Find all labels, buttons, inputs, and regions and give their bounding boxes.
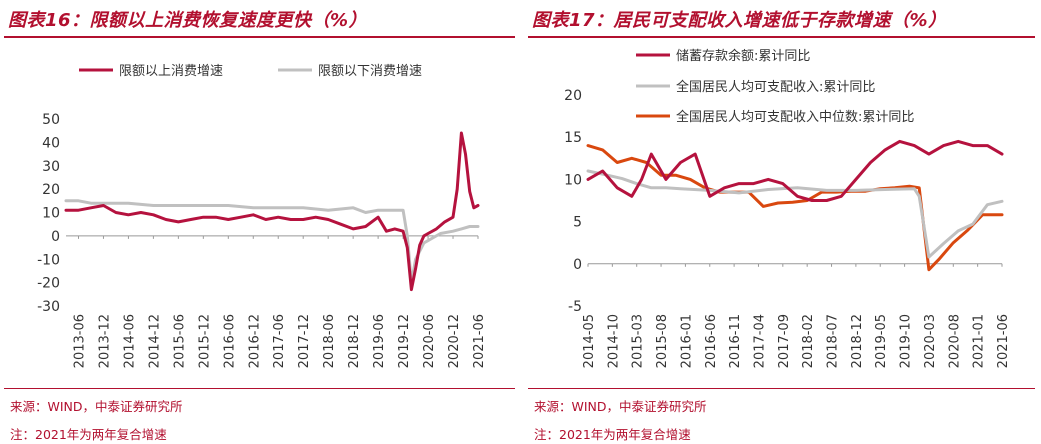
x-tick-label: 2020-12 [447, 314, 462, 368]
legend-label: 全国居民人均可支配收入中位数:累计同比 [676, 109, 914, 125]
x-tick-label: 2018-06 [322, 314, 337, 368]
note-text: 注：2021年为两年复合增速 [534, 427, 691, 442]
y-tick-label: -5 [568, 299, 582, 315]
x-tick-label: 2016-01 [679, 314, 694, 368]
series-line-2 [586, 169, 1004, 259]
y-tick-label: -10 [37, 252, 60, 268]
y-tick-label: 0 [573, 257, 582, 273]
legend-label: 限额以上消费增速 [119, 64, 223, 79]
y-tick-label: 15 [564, 130, 582, 146]
x-tick-label: 2019-12 [397, 314, 412, 368]
series-line-2 [64, 199, 480, 285]
line-chart-left: 50 40 30 20 10 0 -10 -20 -30 2013-06 2013-12 2014-0… [37, 64, 487, 368]
x-tick-label: 2021-06 [996, 314, 1011, 368]
source-text: 来源：WIND，中泰证券研究所 [534, 399, 707, 414]
y-tick-label: 5 [573, 215, 582, 231]
legend-label: 限额以下消费增速 [318, 64, 422, 79]
source-text: 来源：WIND，中泰证券研究所 [10, 399, 183, 414]
x-tick-label: 2019-05 [874, 314, 889, 368]
x-tick-label: 2018-12 [347, 314, 362, 368]
x-tick-label: 2019-06 [372, 314, 387, 368]
y-tick-label: 30 [42, 159, 60, 175]
x-tick-label: 2016-11 [728, 314, 743, 368]
series-line-3 [586, 144, 1004, 272]
y-tick-label: -30 [37, 299, 60, 315]
panel-left: 图表16：限额以上消费恢复速度更快（%） 50 40 30 20 10 0 -10 -20 -3… [4, 10, 515, 442]
y-tick-label: 20 [42, 182, 60, 198]
x-tick-label: 2014-10 [606, 314, 621, 368]
chart-title: 图表17：居民可支配收入增速低于存款增速（%） [532, 10, 947, 31]
chart-title: 图表16：限额以上消费恢复速度更快（%） [8, 10, 368, 31]
x-tick-label: 2018-02 [801, 314, 816, 368]
y-tick-label: 0 [51, 229, 60, 245]
x-tick-label: 2018-12 [850, 314, 865, 368]
source-rule [4, 388, 515, 389]
y-tick-label: 10 [42, 206, 60, 222]
x-tick-label: 2013-06 [72, 314, 87, 368]
legend-label: 全国居民人均可支配收入:累计同比 [676, 79, 875, 95]
y-tick-label: 10 [564, 172, 582, 188]
x-tick-label: 2017-06 [272, 314, 287, 368]
x-tick-label: 2017-09 [777, 314, 792, 368]
source-rule [528, 388, 1035, 389]
x-tick-label: 2017-12 [297, 314, 312, 368]
x-tick-label: 2020-06 [422, 314, 437, 368]
x-tick-label: 2017-04 [752, 314, 767, 368]
y-tick-label: 50 [42, 112, 60, 128]
x-tick-label: 2016-06 [222, 314, 237, 368]
panel-right: 图表17：居民可支配收入增速低于存款增速（%） 20 15 10 5 0 -5 2014-0… [524, 0, 1041, 444]
y-tick-label: -20 [37, 276, 60, 292]
title-rule [4, 36, 515, 38]
x-tick-label: 2015-12 [197, 314, 212, 368]
y-tick-label: 20 [564, 88, 582, 104]
x-tick-label: 2014-12 [147, 314, 162, 368]
x-tick-label: 2021-01 [972, 314, 987, 368]
legend-label: 储蓄存款余额:累计同比 [676, 48, 810, 64]
x-tick-label: 2019-10 [899, 314, 914, 368]
series-line-1 [64, 131, 480, 292]
x-tick-label: 2016-12 [247, 314, 262, 368]
x-tick-label: 2013-12 [97, 314, 112, 368]
x-tick-label: 2015-08 [655, 314, 670, 368]
x-tick-label: 2015-03 [631, 314, 646, 368]
title-rule [528, 36, 1035, 38]
x-tick-label: 2014-06 [122, 314, 137, 368]
x-tick-label: 2020-03 [923, 314, 938, 368]
note-text: 注：2021年为两年复合增速 [10, 427, 167, 442]
y-tick-label: 40 [42, 135, 60, 151]
x-tick-label: 2016-06 [704, 314, 719, 368]
x-tick-label: 2015-06 [172, 314, 187, 368]
series-line-1 [586, 139, 1004, 202]
x-tick-label: 2020-08 [947, 314, 962, 368]
x-tick-label: 2014-05 [582, 314, 597, 368]
x-tick-label: 2021-06 [472, 314, 487, 368]
x-tick-label: 2018-07 [826, 314, 841, 368]
